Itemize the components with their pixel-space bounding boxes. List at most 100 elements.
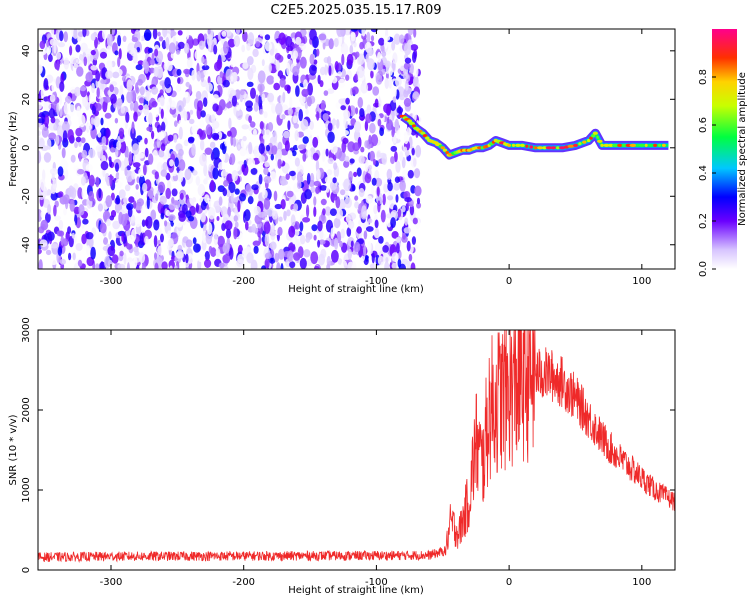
noise-speckle: [257, 211, 266, 218]
noise-speckle: [261, 265, 267, 269]
noise-speckle: [412, 217, 418, 225]
noise-speckle: [58, 230, 65, 237]
noise-speckle: [346, 261, 355, 269]
noise-speckle: [90, 65, 98, 71]
noise-speckle: [364, 120, 369, 132]
noise-speckle: [412, 76, 419, 86]
noise-speckle: [363, 244, 367, 257]
noise-speckle: [356, 65, 365, 79]
noise-speckle: [259, 84, 263, 97]
noise-speckle: [327, 122, 333, 132]
noise-speckle: [410, 155, 418, 168]
noise-speckle: [69, 199, 75, 212]
noise-speckle: [69, 45, 73, 56]
noise-speckle: [193, 243, 201, 253]
noise-speckle: [218, 99, 226, 111]
noise-speckle: [157, 83, 161, 92]
noise-speckle: [343, 178, 351, 192]
snr-frame: [37, 329, 676, 571]
noise-speckle: [288, 226, 296, 238]
noise-speckle: [384, 60, 391, 68]
colorbar-tick-label: 0.4: [698, 165, 709, 181]
noise-speckle: [375, 74, 383, 85]
noise-speckle: [326, 186, 330, 193]
noise-speckle: [95, 145, 103, 152]
noise-speckle: [102, 29, 107, 40]
noise-speckle: [126, 262, 130, 269]
noise-speckle: [382, 245, 389, 253]
noise-speckle: [391, 262, 398, 269]
noise-speckle: [229, 153, 236, 166]
noise-speckle: [54, 215, 61, 221]
noise-speckle: [166, 62, 173, 72]
noise-speckle: [378, 236, 384, 244]
noise-speckle: [205, 82, 213, 92]
noise-speckle: [264, 161, 270, 168]
noise-speckle: [300, 234, 306, 245]
noise-speckle: [245, 100, 254, 109]
noise-speckle: [356, 226, 362, 234]
noise-speckle: [264, 34, 271, 41]
noise-speckle: [322, 208, 326, 216]
noise-speckle: [257, 70, 266, 84]
noise-speckle: [117, 56, 121, 68]
noise-speckle: [77, 259, 83, 267]
noise-speckle: [71, 232, 76, 239]
noise-speckle: [133, 162, 141, 168]
noise-speckle: [70, 187, 77, 200]
noise-speckle: [52, 178, 57, 190]
noise-speckle: [341, 53, 345, 66]
noise-speckle: [152, 149, 159, 162]
noise-speckle: [85, 245, 91, 256]
noise-speckle: [73, 29, 78, 40]
noise-speckle: [60, 73, 65, 84]
noise-speckle: [150, 209, 157, 221]
noise-speckle: [340, 228, 345, 239]
noise-speckle: [346, 53, 354, 66]
signal-point: [573, 143, 578, 147]
x-tick-label: -100: [365, 577, 388, 588]
noise-speckle: [100, 51, 107, 59]
noise-speckle: [278, 248, 285, 260]
noise-speckle: [138, 97, 145, 104]
snr-series-line: [38, 330, 675, 563]
noise-speckle: [394, 176, 400, 183]
noise-speckle: [151, 130, 155, 140]
noise-speckle: [246, 252, 254, 264]
noise-speckle: [251, 223, 256, 233]
noise-speckle: [154, 48, 159, 57]
noise-speckle: [178, 120, 182, 128]
noise-speckle: [233, 215, 238, 222]
noise-speckle: [363, 230, 368, 240]
noise-speckle: [319, 66, 326, 76]
noise-speckle: [174, 120, 178, 127]
noise-speckle: [204, 259, 212, 268]
noise-speckle: [269, 48, 275, 56]
signal-point: [408, 121, 416, 126]
noise-speckle: [348, 170, 353, 182]
noise-speckle: [126, 79, 133, 92]
noise-speckle: [118, 189, 126, 199]
noise-speckle: [355, 107, 359, 115]
y-tick-label: 2000: [21, 397, 32, 422]
noise-speckle: [183, 111, 188, 122]
noise-speckle: [226, 189, 231, 198]
noise-speckle: [148, 112, 153, 125]
noise-speckle: [212, 103, 219, 112]
noise-speckle: [224, 220, 233, 231]
noise-speckle: [263, 197, 271, 210]
noise-speckle: [127, 234, 135, 245]
noise-speckle: [354, 195, 359, 201]
noise-speckle: [289, 261, 296, 269]
noise-speckle: [166, 101, 171, 112]
noise-speckle: [318, 253, 325, 266]
noise-speckle: [133, 111, 138, 122]
noise-speckle: [395, 194, 399, 203]
noise-speckle: [211, 195, 219, 202]
noise-speckle: [246, 43, 251, 51]
noise-speckle: [219, 143, 226, 150]
noise-speckle: [355, 51, 360, 58]
noise-speckle: [338, 78, 346, 88]
noise-speckle: [327, 157, 334, 165]
noise-speckle: [178, 126, 183, 140]
